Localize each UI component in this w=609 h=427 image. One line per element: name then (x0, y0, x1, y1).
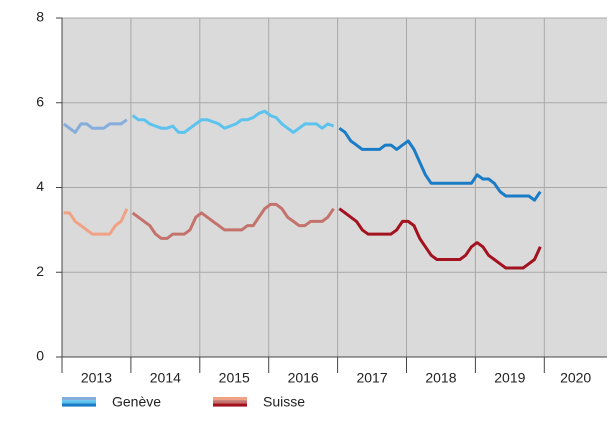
x-tick-label: 2020 (560, 370, 591, 386)
x-tick-label: 2017 (356, 370, 387, 386)
x-tick-label: 2015 (219, 370, 250, 386)
x-tick-label: 2018 (425, 370, 456, 386)
series-line (63, 208, 129, 236)
y-tick-label: 6 (36, 93, 44, 109)
y-tick-label: 8 (36, 9, 44, 25)
series-line (131, 202, 335, 240)
y-tick-label: 2 (36, 263, 44, 279)
legend-label: Genève (112, 394, 161, 410)
x-tick-label: 2014 (150, 370, 181, 386)
x-tick-label: 2016 (288, 370, 319, 386)
legend-swatch (62, 403, 96, 407)
series-line (338, 207, 542, 270)
x-tick-label: 2019 (494, 370, 525, 386)
x-tick-label: 2013 (81, 370, 112, 386)
series-line (338, 126, 542, 202)
legend-swatch (62, 397, 96, 401)
y-tick-label: 0 (36, 348, 44, 364)
legend-swatch (213, 400, 247, 404)
series-line (62, 118, 128, 134)
y-tick-label: 4 (36, 178, 44, 194)
legend-swatch (213, 403, 247, 407)
legend-swatch (62, 400, 96, 404)
series-line (131, 109, 335, 134)
legend-swatch (213, 397, 247, 401)
legend-label: Suisse (263, 394, 305, 410)
